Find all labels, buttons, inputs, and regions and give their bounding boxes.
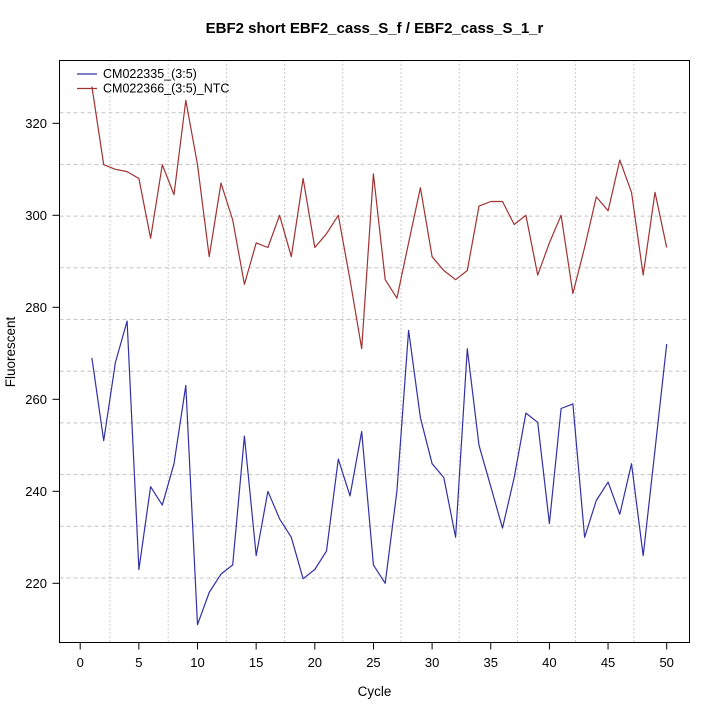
plot-box [59, 60, 690, 643]
legend-label: CM022335_(3:5) [103, 67, 197, 81]
x-tick-label: 15 [249, 655, 263, 670]
x-axis-ticks: 0 5 10 15 20 25 30 35 40 45 50 [77, 642, 674, 670]
x-tick-label: 20 [308, 655, 322, 670]
x-tick-label: 50 [659, 655, 673, 670]
y-axis-label: Fluorescent [3, 316, 18, 387]
horizontal-gridlines [59, 112, 690, 579]
x-tick-label: 0 [77, 655, 84, 670]
vertical-gridlines [109, 60, 635, 643]
y-axis-ticks: 220 240 260 280 300 320 [25, 116, 60, 591]
y-tick-label: 260 [25, 392, 47, 407]
x-tick-label: 5 [135, 655, 142, 670]
x-tick-label: 10 [190, 655, 204, 670]
series-line-ntc [91, 86, 668, 350]
x-axis-label: Cycle [358, 684, 392, 699]
chart-title: EBF2 short EBF2_cass_S_f / EBF2_cass_S_1… [205, 20, 544, 37]
x-tick-label: 40 [542, 655, 556, 670]
data-series [91, 86, 668, 626]
x-tick-label: 30 [425, 655, 439, 670]
y-tick-label: 220 [25, 576, 47, 591]
legend-label: CM022366_(3:5)_NTC [103, 82, 229, 96]
x-tick-label: 25 [366, 655, 380, 670]
series-line-sample [91, 320, 668, 626]
x-tick-label: 35 [484, 655, 498, 670]
y-tick-label: 280 [25, 300, 47, 315]
y-tick-label: 300 [25, 208, 47, 223]
legend: CM022335_(3:5)CM022366_(3:5)_NTC [77, 67, 229, 96]
y-tick-label: 240 [25, 484, 47, 499]
x-tick-label: 45 [601, 655, 615, 670]
y-tick-label: 320 [25, 116, 47, 131]
